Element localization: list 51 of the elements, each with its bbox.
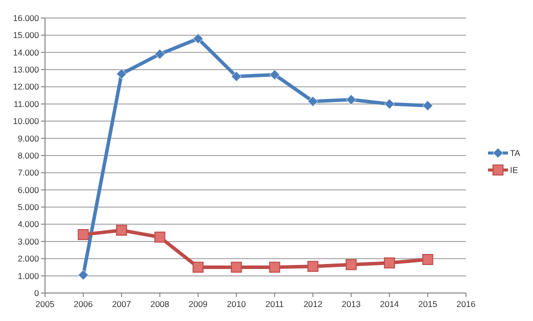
y-tick-label: 11.000 bbox=[14, 98, 40, 109]
point bbox=[116, 224, 128, 236]
y-tick-label: 0 bbox=[34, 288, 40, 298]
point bbox=[346, 94, 356, 105]
point bbox=[78, 270, 89, 280]
point bbox=[231, 71, 242, 82]
y-tick-label: 9.000 bbox=[18, 133, 40, 144]
point bbox=[230, 262, 242, 273]
x-tick-label: 2016 bbox=[456, 299, 476, 309]
point bbox=[116, 68, 127, 80]
x-tick-label: 2007 bbox=[112, 299, 132, 309]
x-tick-label: 2005 bbox=[36, 299, 55, 309]
x-tick-label: 2009 bbox=[188, 299, 208, 309]
y-tick-label: 8.000 bbox=[18, 150, 40, 160]
point bbox=[269, 69, 280, 80]
legend-label: TA bbox=[510, 148, 521, 158]
point bbox=[307, 260, 318, 272]
y-tick-label: 10.000 bbox=[13, 116, 40, 126]
point bbox=[192, 262, 204, 273]
point bbox=[308, 96, 318, 107]
y-tick-label: 2.000 bbox=[18, 254, 40, 264]
point bbox=[384, 98, 395, 110]
point bbox=[154, 232, 166, 243]
point bbox=[422, 254, 434, 265]
point bbox=[422, 100, 433, 111]
point bbox=[384, 257, 395, 268]
x-tick-label: 2013 bbox=[342, 299, 361, 309]
point bbox=[269, 262, 280, 273]
point bbox=[78, 229, 89, 240]
y-tick-label: 4.000 bbox=[18, 219, 40, 230]
x-tick-label: 2012 bbox=[303, 299, 323, 309]
x-tick-label: 2014 bbox=[380, 299, 400, 309]
y-tick-label: 7.000 bbox=[18, 168, 40, 178]
y-tick-label: 6.000 bbox=[18, 184, 40, 195]
y-tick-label: 15.000 bbox=[13, 30, 40, 40]
y-tick-label: 16.000 bbox=[13, 12, 40, 23]
y-tick-label: 12.000 bbox=[13, 82, 40, 92]
point bbox=[154, 48, 166, 60]
x-tick-label: 2015 bbox=[418, 299, 438, 309]
point bbox=[346, 259, 357, 270]
x-tick-label: 2011 bbox=[265, 299, 284, 309]
point bbox=[192, 33, 204, 44]
x-tick-label: 2008 bbox=[150, 299, 170, 309]
y-tick-label: 5.000 bbox=[18, 202, 40, 212]
y-tick-label: 14.000 bbox=[13, 47, 40, 58]
x-tick-label: 2010 bbox=[226, 299, 246, 309]
legend-label: IE bbox=[510, 164, 518, 175]
x-tick-label: 2006 bbox=[74, 299, 93, 309]
y-tick-label: 1.000 bbox=[18, 270, 40, 281]
y-tick-label: 3.000 bbox=[18, 236, 40, 246]
y-tick-label: 13.000 bbox=[13, 64, 40, 75]
